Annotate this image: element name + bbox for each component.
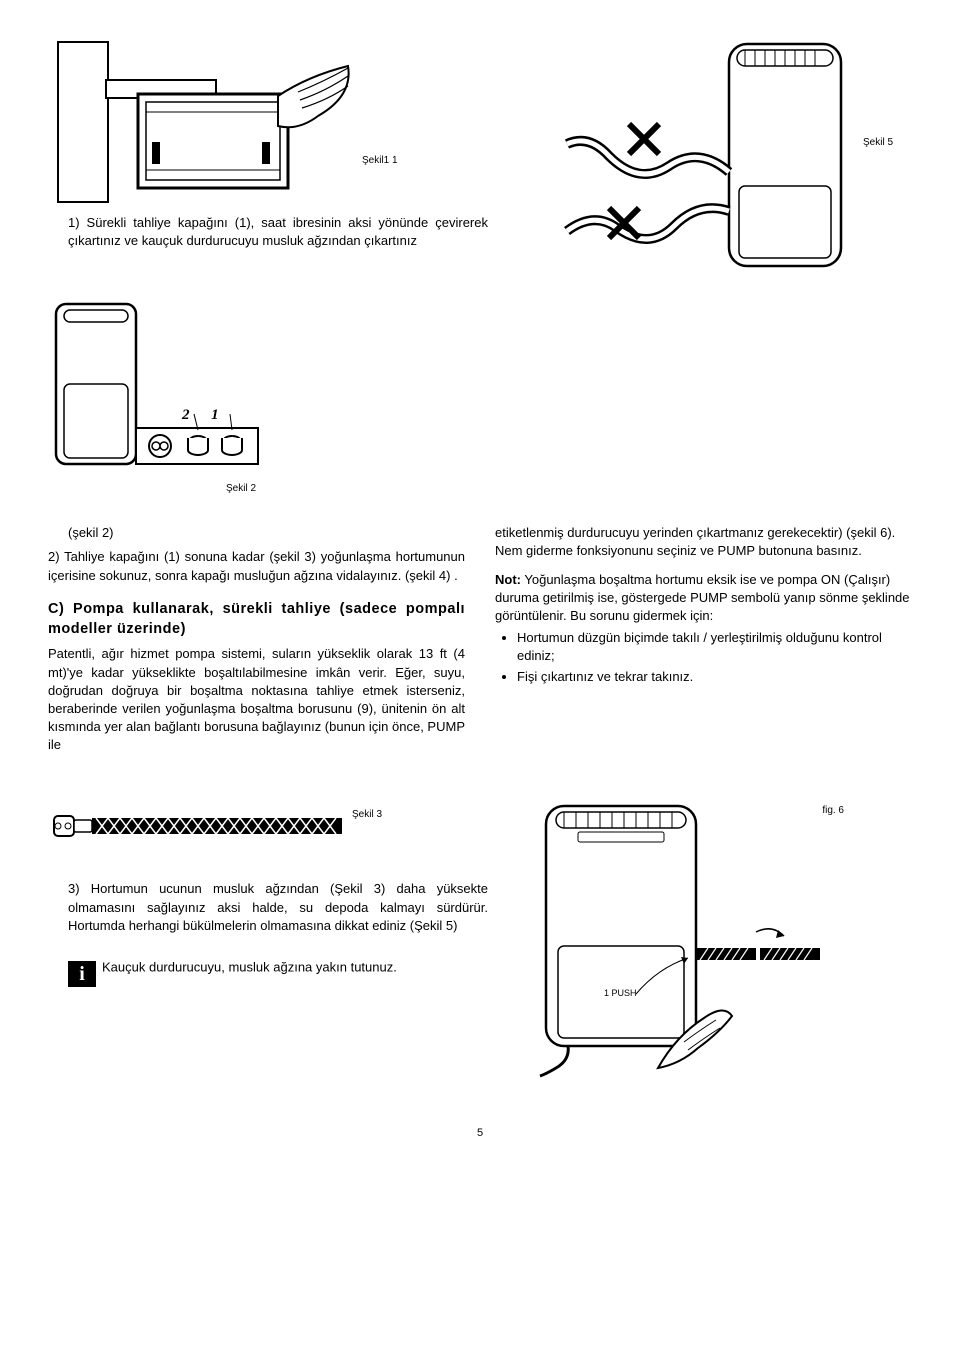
- pre-list-label: (şekil 2): [68, 524, 465, 542]
- bullet-list: Hortumun düzgün biçimde takılı / yerleşt…: [495, 629, 912, 686]
- right-column: etiketlenmiş durdurucuyu yerinden çıkart…: [495, 524, 912, 754]
- step2-text: 2) Tahliye kapağını (1) sonuna kadar (şe…: [48, 548, 465, 584]
- fig3-caption: Şekil 3: [352, 808, 382, 822]
- info-icon: [68, 961, 96, 987]
- left-column: (şekil 2) 2) Tahliye kapağını (1) sonuna…: [48, 524, 465, 754]
- fig6-illustration: 1 PUSH: [508, 798, 848, 1078]
- fig3-fig6-row: Şekil 3 3) Hortumun ucunun musluk ağzınd…: [48, 798, 912, 1078]
- info-line: Kauçuk durdurucuyu, musluk ağzına yakın …: [68, 955, 488, 981]
- step3-text: 3) Hortumun ucunun musluk ağzından (Şeki…: [68, 880, 488, 935]
- text-columns: (şekil 2) 2) Tahliye kapağını (1) sonuna…: [48, 524, 912, 754]
- right-p1: etiketlenmiş durdurucuyu yerinden çıkart…: [495, 524, 912, 560]
- fig6-push-label: 1 PUSH: [604, 988, 637, 998]
- section-c-title: C) Pompa kullanarak, sürekli tahliye (sa…: [48, 599, 465, 640]
- left-bottom-block: Şekil 3 3) Hortumun ucunun musluk ağzınd…: [48, 798, 488, 981]
- top-figure-row: Şekil1 1 1) Sürekli tahliye kapağını (1)…: [48, 36, 912, 276]
- note-text: Yoğunlaşma boşaltma hortumu eksik ise ve…: [495, 572, 910, 623]
- fig6-block: 1 PUSH fig. 6: [488, 798, 912, 1078]
- fig2-num-1: 1: [211, 407, 219, 423]
- page-number: 5: [48, 1126, 912, 1141]
- fig2-illustration: [48, 298, 308, 468]
- fig1-block: Şekil1 1 1) Sürekli tahliye kapağını (1)…: [48, 36, 488, 250]
- fig2-caption: Şekil 2: [226, 482, 912, 496]
- fig1-caption: Şekil1 1: [362, 154, 398, 168]
- fig5-caption: Şekil 5: [863, 136, 893, 150]
- step1-text: 1) Sürekli tahliye kapağını (1), saat ib…: [68, 214, 488, 250]
- fig2-block: 2 1 Şekil 2: [48, 298, 912, 496]
- note-para: Not: Yoğunlaşma boşaltma hortumu eksik i…: [495, 571, 912, 626]
- fig5-illustration: [549, 36, 859, 276]
- fig1-illustration: [48, 36, 358, 206]
- fig2-num-2: 2: [182, 407, 190, 423]
- fig5-block: Şekil 5: [488, 36, 912, 276]
- section-c-body: Patentli, ağır hizmet pompa sistemi, sul…: [48, 645, 465, 754]
- bullet-1: Hortumun düzgün biçimde takılı / yerleşt…: [517, 629, 912, 665]
- note-label: Not:: [495, 572, 521, 587]
- fig3-block: Şekil 3: [48, 798, 488, 854]
- bullet-2: Fişi çıkartınız ve tekrar takınız.: [517, 668, 912, 686]
- info-text: Kauçuk durdurucuyu, musluk ağzına yakın …: [102, 959, 397, 974]
- fig6-caption: fig. 6: [822, 804, 844, 818]
- fig3-illustration: [48, 798, 348, 854]
